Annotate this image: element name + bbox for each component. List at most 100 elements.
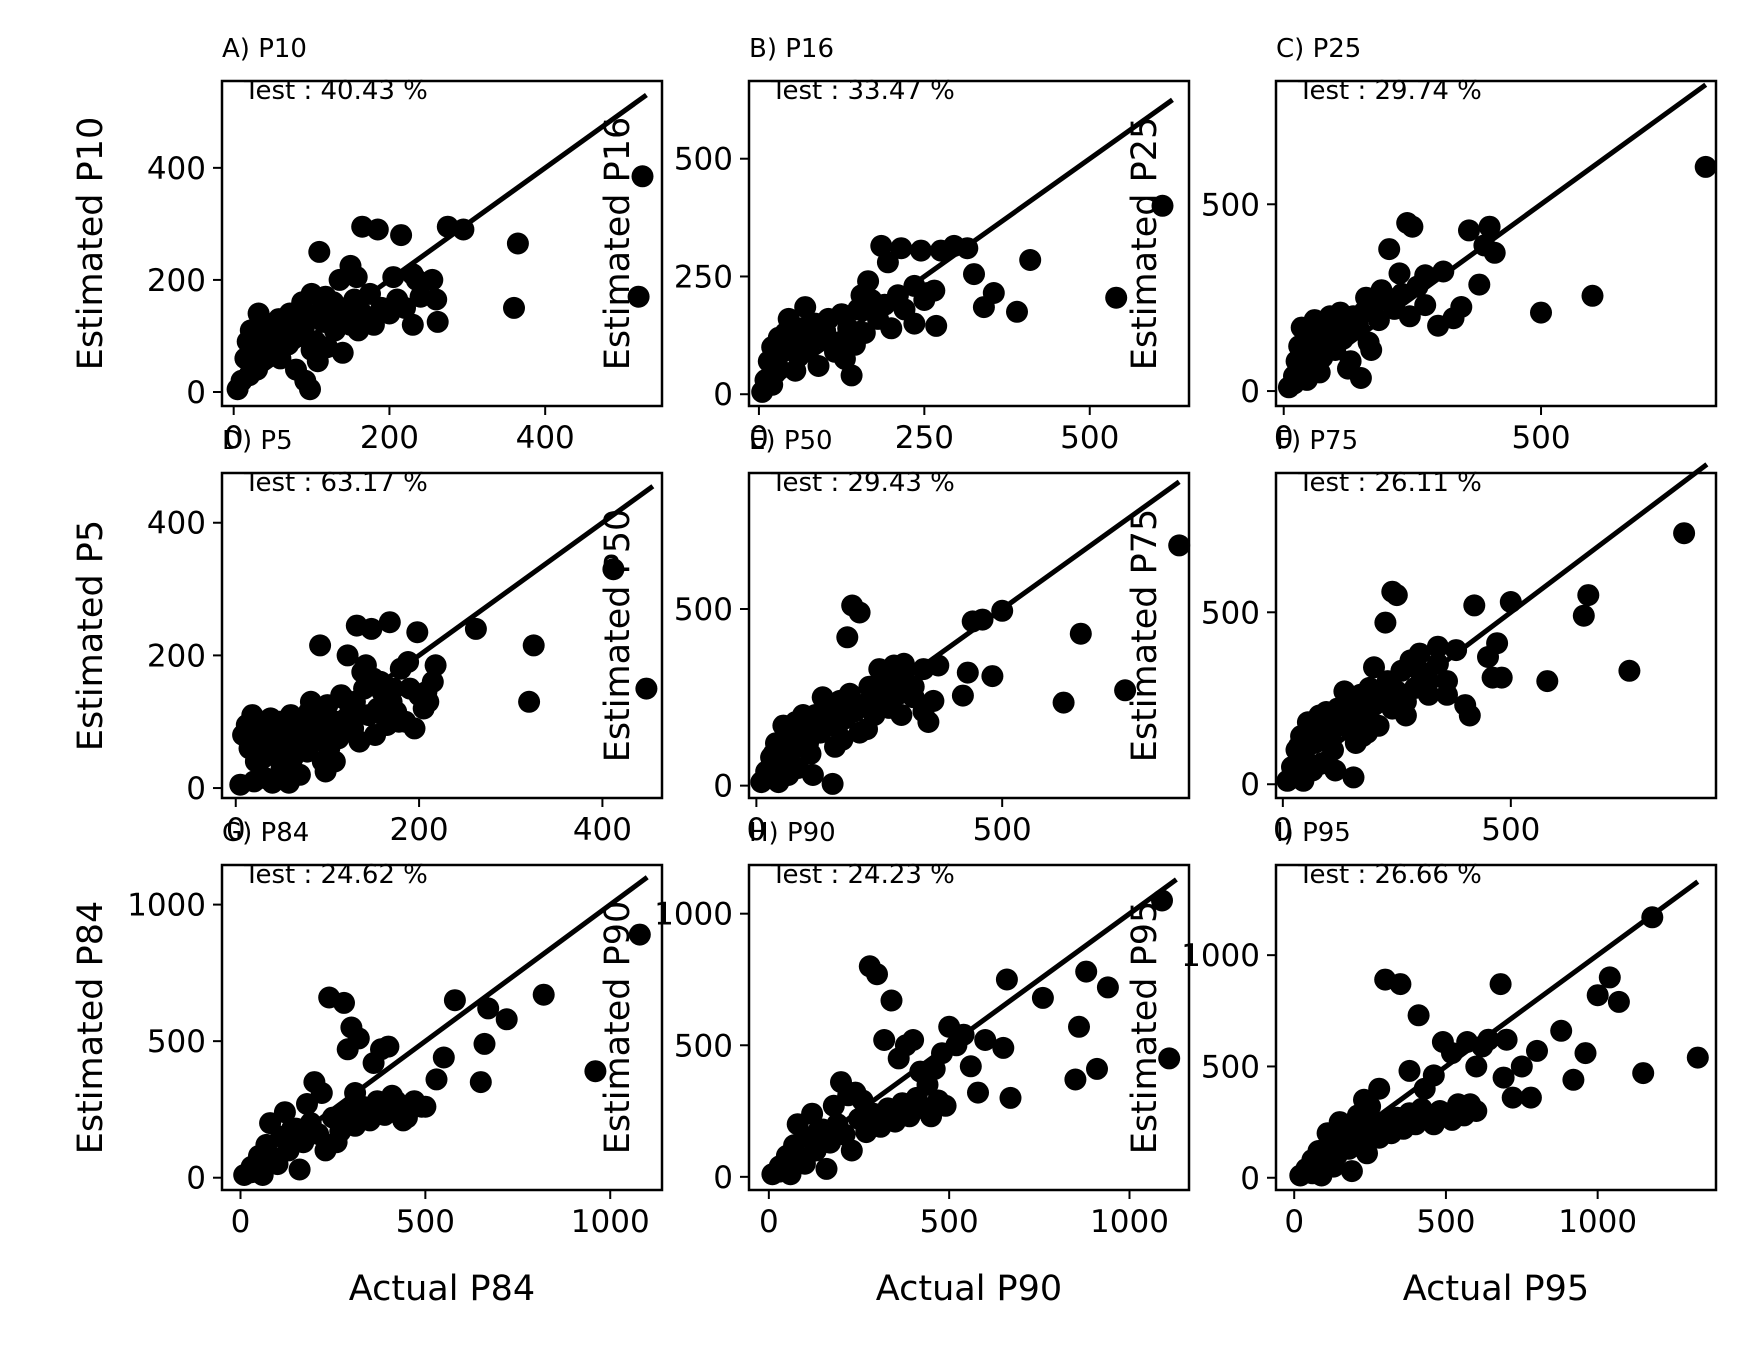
y-tick-label: 1000	[654, 897, 733, 933]
scatter-point	[1086, 1057, 1108, 1080]
scatter-point	[1432, 260, 1455, 283]
scatter-point	[1586, 984, 1609, 1007]
scatter-point	[1441, 1042, 1463, 1065]
scatter-point	[991, 599, 1014, 622]
scatter-point	[1536, 670, 1559, 693]
scatter-point	[880, 317, 903, 340]
scatter-point	[631, 165, 654, 188]
scatter-point	[273, 1101, 296, 1124]
x-tick-label: 200	[360, 420, 419, 456]
scatter-point	[1673, 522, 1696, 545]
scatter-point	[1686, 1046, 1709, 1069]
scatter-point	[1356, 721, 1379, 744]
scatter-point	[792, 704, 815, 726]
scatter-point	[1360, 339, 1383, 361]
scatter-point	[432, 1046, 455, 1069]
scatter-point	[1319, 728, 1342, 751]
y-tick-label: 400	[147, 506, 206, 542]
scatter-point	[1367, 309, 1390, 332]
scatter-point	[425, 1068, 448, 1091]
axes-frame	[1274, 471, 1718, 800]
scatter-point	[1359, 1095, 1382, 1118]
x-tick-label: 0	[1273, 812, 1293, 848]
scatter-point	[288, 1158, 311, 1181]
test-error-annotation: Test : 33.47 %	[770, 76, 955, 106]
scatter-point	[1574, 1042, 1597, 1065]
y-tick-label: 0	[1240, 374, 1260, 410]
panel-3: 0 500 0 500 C) P25 Test : 29.74 % Estimated P2…	[1125, 34, 1718, 456]
panel-title: A) P10	[222, 34, 307, 64]
panel-7: 0 500 1000 0 500 1000 G) P84 Test : 24.62 % Esti…	[71, 818, 664, 1309]
x-tick-label: 500	[973, 812, 1032, 848]
scatter-point	[477, 997, 500, 1020]
scatter-point	[963, 263, 985, 286]
panel-title: D) P5	[222, 426, 293, 456]
scatter-point	[426, 310, 449, 333]
scatter-point	[1495, 1028, 1518, 1051]
scatter-point	[840, 364, 863, 387]
scatter-point	[443, 989, 466, 1012]
scatter-point	[1526, 1039, 1548, 1062]
x-tick-label: 200	[389, 812, 448, 848]
scatter-point	[1052, 691, 1075, 714]
scatter-point	[1694, 155, 1717, 178]
scatter-point	[974, 1029, 997, 1051]
panel-title: E) P50	[749, 426, 833, 456]
y-axis-label: Estimated P50	[598, 509, 638, 763]
scatter-point	[857, 270, 880, 293]
scatter-point	[336, 644, 359, 667]
y-tick-label: 0	[1240, 1161, 1260, 1197]
scatter-point	[495, 1008, 518, 1031]
scatter-point	[866, 963, 888, 986]
scatter-point	[761, 373, 784, 396]
y-tick-label: 200	[147, 263, 206, 299]
y-tick-label: 500	[1201, 187, 1260, 223]
scatter-point	[243, 770, 266, 793]
scatter-point	[362, 313, 385, 336]
scatter-point	[310, 1082, 333, 1104]
scatter-point	[1324, 339, 1347, 361]
test-error-annotation: Test : 26.11 %	[1297, 468, 1482, 498]
scatter-point	[1499, 591, 1522, 613]
scatter-point	[1478, 215, 1501, 238]
scatter-point	[892, 652, 915, 675]
scatter-point	[956, 237, 979, 260]
scatter-point	[1031, 986, 1054, 1009]
scatter-point	[1398, 1059, 1421, 1082]
scatter-point	[1287, 735, 1310, 758]
test-error-annotation: Test : 29.43 %	[770, 468, 955, 498]
axes-frame	[747, 863, 1191, 1192]
scatter-point	[1075, 960, 1098, 983]
test-error-annotation: Test : 24.23 %	[770, 860, 955, 890]
x-tick-label: 500	[1416, 1204, 1475, 1240]
scatter-point	[355, 1101, 378, 1124]
scatter-point	[1324, 759, 1347, 782]
scatter-point	[366, 218, 389, 241]
y-axis-label: Estimated P95	[1125, 901, 1165, 1155]
scatter-point	[1607, 990, 1630, 1013]
scatter-point	[959, 1055, 982, 1078]
scatter-point	[1105, 286, 1128, 309]
scatter-point	[1426, 635, 1449, 658]
y-axis-label: Estimated P25	[1125, 117, 1165, 371]
scatter-point	[332, 687, 355, 710]
y-axis-label: Estimated P90	[598, 901, 638, 1155]
scatter-point	[992, 1036, 1015, 1059]
scatter-point	[344, 1082, 367, 1104]
scatter-point	[307, 1123, 330, 1145]
scatter-point	[1414, 294, 1437, 317]
y-tick-label: 0	[713, 769, 733, 805]
scatter-point	[777, 307, 800, 330]
scatter-point	[1519, 1086, 1542, 1109]
panel-9: 0 500 1000 0 500 1000 I) P95 Test : 26.66 % Esti…	[1125, 818, 1718, 1309]
scatter-point	[354, 654, 377, 677]
scatter-point	[902, 1029, 925, 1051]
scatter-point	[831, 728, 854, 751]
scatter-point	[473, 1032, 496, 1055]
scatter-point	[506, 232, 529, 255]
panel-2: 0 250 500 0 250 500 B) P16 Test : 33.47 % Estima…	[598, 34, 1191, 456]
test-error-annotation: Test : 29.74 %	[1297, 76, 1482, 106]
x-tick-label: 0	[1284, 1204, 1304, 1240]
y-tick-label: 500	[1201, 1049, 1260, 1085]
scatter-point	[1388, 262, 1411, 285]
